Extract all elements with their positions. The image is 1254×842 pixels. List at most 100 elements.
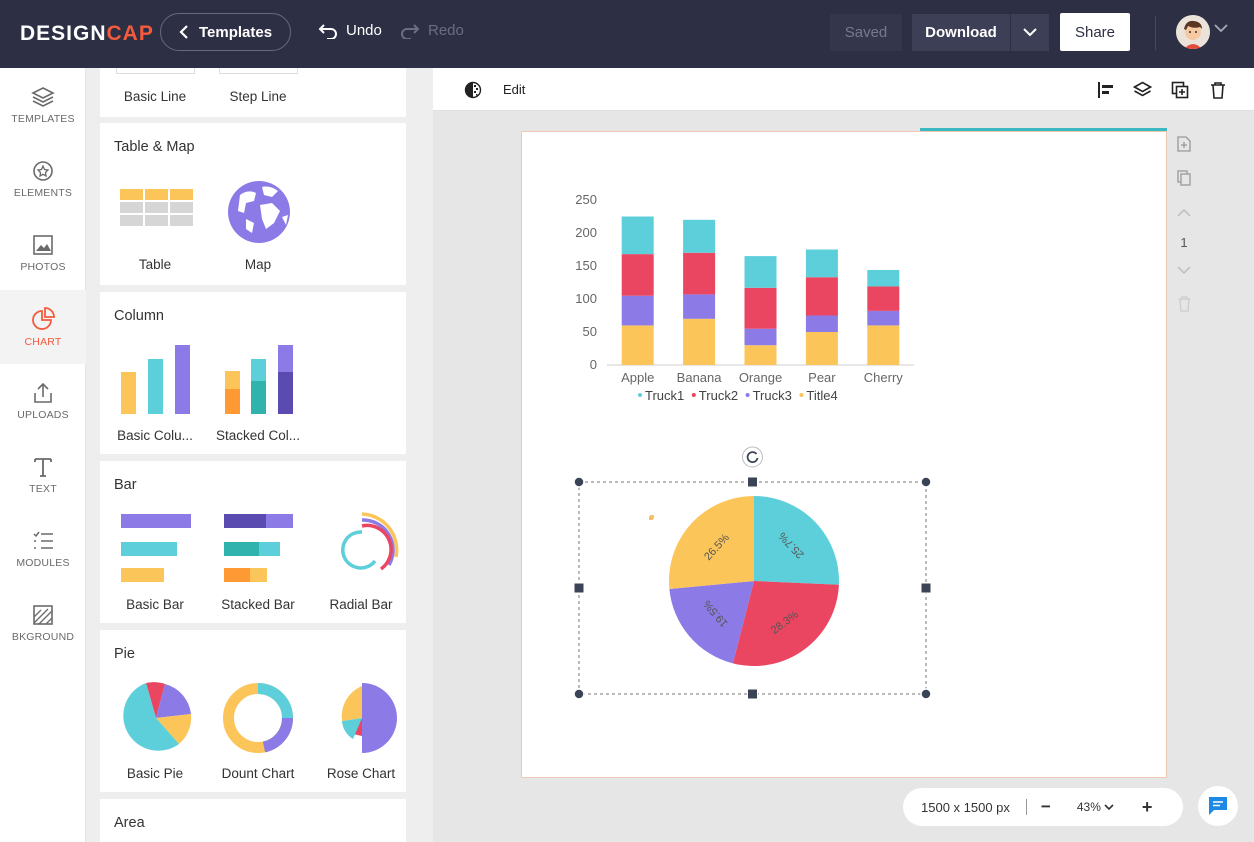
bar-segment bbox=[683, 294, 716, 319]
zoom-out-button[interactable]: − bbox=[1040, 797, 1051, 816]
copy-page-icon[interactable] bbox=[1177, 170, 1191, 186]
legend-marker bbox=[745, 393, 750, 397]
chat-button[interactable] bbox=[1198, 786, 1238, 826]
donut-chart-label: Dount Chart bbox=[221, 766, 295, 781]
radial-bar-item[interactable]: Radial Bar bbox=[311, 509, 411, 614]
redo-button[interactable]: Redo bbox=[400, 22, 464, 39]
nav-chart[interactable]: CHART bbox=[0, 290, 86, 364]
pie-chart[interactable]: 25.7%28.3%19.5%26.5%Truck1Truck2Truck3Ti… bbox=[522, 432, 1168, 777]
resize-handle-corner bbox=[920, 688, 932, 700]
step-line-label[interactable]: Step Line bbox=[229, 89, 287, 104]
nav-background[interactable]: BKGROUND bbox=[0, 586, 86, 660]
basic-bar-item[interactable]: Basic Bar bbox=[105, 509, 205, 614]
basic-line-thumb[interactable] bbox=[116, 68, 195, 74]
basic-bar-thumb-icon bbox=[121, 514, 191, 582]
nav-text[interactable]: TEXT bbox=[0, 438, 86, 512]
text-icon bbox=[34, 457, 52, 477]
download-button[interactable]: Download bbox=[912, 14, 1010, 51]
table-label: Table bbox=[138, 257, 172, 272]
line-card: Basic Line Step Line bbox=[100, 68, 406, 117]
area-card: Area bbox=[100, 799, 406, 842]
legend-label: Truck2 bbox=[699, 388, 738, 403]
bar-segment bbox=[683, 252, 716, 295]
basic-pie-item[interactable]: Basic Pie bbox=[105, 678, 205, 783]
table-thumb-icon bbox=[120, 189, 193, 226]
map-chart-item[interactable]: Map bbox=[208, 173, 308, 273]
globe-icon bbox=[228, 181, 290, 243]
stacked-bar-thumb-icon bbox=[224, 514, 293, 582]
trash-icon[interactable] bbox=[1210, 81, 1226, 99]
basic-pie-thumb-icon bbox=[123, 682, 192, 751]
divider bbox=[1025, 799, 1027, 815]
bar-segment bbox=[867, 286, 900, 311]
table-chart-item[interactable]: Table bbox=[105, 173, 205, 273]
add-page-icon[interactable] bbox=[1177, 136, 1191, 152]
basic-column-item[interactable]: Basic Colu... bbox=[105, 340, 205, 445]
canvas-top-indicator bbox=[920, 128, 1167, 131]
design-canvas[interactable]: 0 50 100 150 200 250 Apple Banana Orange Pear Cher… bbox=[521, 131, 1167, 778]
canvas-size-label: 1500 x 1500 px bbox=[921, 799, 1010, 815]
section-title: Table & Map bbox=[114, 139, 195, 155]
legend-marker bbox=[799, 393, 804, 397]
align-icon[interactable] bbox=[1097, 81, 1115, 99]
pie-chart-icon bbox=[32, 306, 55, 330]
bar-segment bbox=[744, 287, 777, 329]
chevron-down-icon bbox=[1023, 28, 1037, 37]
layers-icon[interactable] bbox=[1133, 81, 1152, 99]
stacked-bar-item[interactable]: Stacked Bar bbox=[208, 509, 308, 614]
bar-segment bbox=[867, 269, 900, 287]
rose-chart-item[interactable]: Rose Chart bbox=[311, 678, 411, 783]
bar-segment bbox=[621, 295, 654, 326]
bar-segment bbox=[744, 328, 777, 346]
zoom-in-button[interactable]: + bbox=[1141, 796, 1153, 817]
bar-segment bbox=[805, 249, 838, 278]
templates-label: Templates bbox=[199, 23, 273, 41]
designcap-logo[interactable]: DESIGNCAP bbox=[20, 22, 154, 45]
step-line-thumb[interactable] bbox=[219, 68, 298, 74]
edit-button[interactable]: Edit bbox=[503, 82, 526, 97]
bar-segment bbox=[805, 332, 838, 365]
account-menu-chevron-icon[interactable] bbox=[1214, 24, 1228, 33]
undo-button[interactable]: Undo bbox=[318, 22, 382, 39]
nav-photos[interactable]: PHOTOS bbox=[0, 216, 86, 290]
resize-handle-side bbox=[573, 582, 585, 594]
delete-page-icon[interactable] bbox=[1178, 296, 1191, 312]
elements-icon bbox=[33, 160, 53, 181]
avatar[interactable] bbox=[1176, 15, 1210, 49]
pie-slice bbox=[732, 581, 839, 666]
donut-thumb-icon bbox=[223, 683, 294, 753]
nav-elements[interactable]: ELEMENTS bbox=[0, 142, 86, 216]
nav-modules[interactable]: MODULES bbox=[0, 512, 86, 586]
share-button[interactable]: Share bbox=[1060, 13, 1130, 51]
resize-handle-side bbox=[747, 688, 758, 700]
basic-line-label[interactable]: Basic Line bbox=[123, 89, 187, 104]
redo-label: Redo bbox=[428, 22, 464, 39]
pie-slice bbox=[754, 496, 839, 585]
pie-slice bbox=[669, 581, 754, 664]
nav-label: PHOTOS bbox=[20, 260, 66, 273]
page-down-icon[interactable] bbox=[1177, 266, 1191, 275]
section-title: Bar bbox=[114, 477, 137, 493]
zoom-select[interactable]: 43% bbox=[1076, 800, 1101, 814]
bar-segment bbox=[621, 216, 654, 255]
divider bbox=[1155, 16, 1156, 50]
nav-uploads[interactable]: UPLOADS bbox=[0, 364, 86, 438]
x-tick-label: Apple bbox=[621, 370, 654, 385]
stacked-column-item[interactable]: Stacked Col... bbox=[208, 340, 308, 445]
stacked-bar-chart[interactable]: 0 50 100 150 200 250 Apple Banana Orange Pear Cher… bbox=[522, 132, 1168, 432]
bar-segment bbox=[744, 345, 777, 365]
map-label: Map bbox=[244, 257, 272, 272]
chevron-down-icon[interactable] bbox=[1104, 803, 1114, 811]
donut-chart-item[interactable]: Dount Chart bbox=[208, 678, 308, 783]
templates-button[interactable]: Templates bbox=[160, 13, 291, 51]
chart-panel: Basic Line Step Line Table & Map Table M… bbox=[86, 68, 433, 842]
download-options-button[interactable] bbox=[1011, 14, 1049, 51]
transparency-icon[interactable] bbox=[464, 81, 482, 99]
resize-handle-side bbox=[747, 476, 758, 488]
duplicate-icon[interactable] bbox=[1171, 81, 1189, 99]
bar-segment bbox=[867, 310, 900, 326]
page-up-icon[interactable] bbox=[1177, 208, 1191, 217]
list-icon bbox=[33, 531, 53, 549]
section-title: Area bbox=[114, 815, 145, 831]
nav-templates[interactable]: TEMPLATES bbox=[0, 68, 86, 142]
